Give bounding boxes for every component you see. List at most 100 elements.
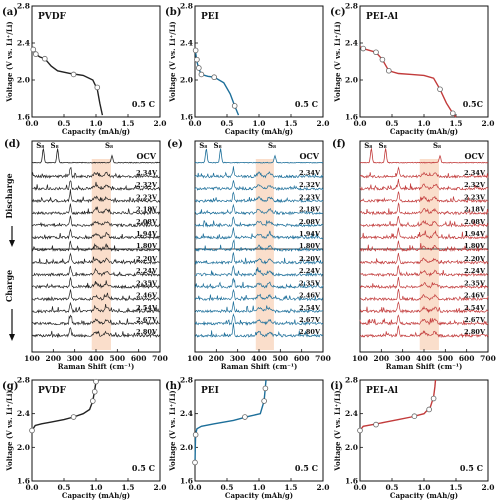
panel-label: (e) [167, 139, 183, 150]
x-tick-label: 2.0 [153, 483, 166, 492]
spectrum-charge [359, 252, 489, 265]
voltage-label-charge: 2.46V [136, 292, 158, 300]
panel-title: PEI [201, 12, 219, 22]
y-tick-label: 1.6 [180, 477, 193, 486]
x-axis-title: Capacity (mAh/g) [225, 127, 293, 136]
spectrum-discharge [359, 178, 489, 191]
curve-marker [231, 103, 238, 109]
x-axis-title: Raman Shift (cm⁻¹) [221, 362, 298, 371]
curve-marker [90, 398, 96, 404]
x-tick-label: 0.5 [57, 119, 70, 128]
voltage-label-charge: 2.24V [464, 267, 486, 275]
x-tick-label: 1.5 [284, 119, 297, 128]
x-tick-label: 0.5 [220, 483, 233, 492]
spectrum-charge [31, 276, 161, 290]
spectrum-discharge [31, 215, 161, 228]
curve-marker [198, 71, 205, 78]
curve-PVDF [31, 379, 98, 431]
spectrum-discharge [194, 203, 324, 216]
y-tick-label: 2.8 [17, 2, 30, 11]
spectrum-discharge [359, 215, 489, 228]
spectrum-discharge [31, 228, 161, 240]
y-tick-label: 1.6 [180, 113, 193, 122]
curve-marker [242, 414, 248, 420]
curve-marker [194, 56, 200, 63]
x-tick-label: 0.0 [188, 483, 201, 492]
x-tick-label: 600 [294, 354, 310, 363]
curve-marker [33, 51, 39, 57]
plot-frame [31, 5, 161, 118]
voltage-label-charge: 2.20V [464, 255, 486, 263]
panel-label: (c) [330, 7, 346, 18]
curve-marker [373, 49, 379, 56]
curve-marker [211, 74, 218, 81]
voltage-label-discharge: 2.08V [136, 218, 158, 226]
x-tick-label: 700 [480, 354, 496, 363]
curve-marker [29, 427, 35, 434]
spectrum-charge [31, 252, 161, 265]
x-tick-label: 1.0 [252, 483, 265, 492]
x-tick-label: 600 [131, 354, 147, 363]
curve-marker [94, 84, 101, 91]
voltage-label-discharge: 2.34V [136, 169, 158, 177]
y-tick-label: 2.8 [345, 2, 358, 11]
y-axis-title: Voltage (V vs. Li⁺/Li) [168, 390, 177, 471]
curve-marker [192, 431, 199, 438]
panel-title: PEI-Al [366, 386, 399, 396]
spectrum-discharge [359, 240, 489, 253]
curve-marker [426, 406, 432, 413]
y-axis-title: Voltage (V vs. Li⁺/Li) [168, 21, 177, 102]
voltage-label-discharge: 1.80V [299, 242, 321, 250]
voltage-label-charge: 2.35V [464, 279, 486, 287]
y-tick-label: 2.0 [180, 76, 193, 85]
x-axis-title: Raman Shift (cm⁻¹) [58, 362, 135, 371]
spectrum-charge [359, 276, 489, 290]
voltage-label-charge: 2.54V [136, 304, 158, 312]
voltage-label-discharge: 2.18V [299, 206, 321, 214]
x-tick-label: 0.5 [220, 119, 233, 128]
voltage-label-discharge: 1.80V [136, 242, 158, 250]
x-tick-label: 1.0 [417, 119, 430, 128]
rate-label: 0.5C [463, 99, 483, 109]
x-tick-label: 0.0 [25, 483, 38, 492]
spectrum-discharge [194, 227, 324, 240]
spectrum-discharge [31, 240, 161, 252]
spectrum-charge [31, 289, 161, 302]
x-tick-label: 200 [374, 354, 390, 363]
x-tick-label: 500 [110, 354, 126, 363]
voltage-label-charge: 2.67V [464, 316, 486, 324]
x-tick-label: 200 [209, 354, 225, 363]
rate-label: 0.5 C [460, 463, 483, 473]
peak-label-s8: S₈ [51, 141, 59, 150]
spectrum-charge [359, 325, 489, 339]
voltage-label-charge: 2.80V [299, 328, 321, 336]
spectrum-ocv [31, 147, 161, 164]
curve-marker [360, 45, 367, 52]
spectrum-discharge [359, 202, 489, 216]
voltage-label-charge: 2.80V [136, 328, 158, 336]
curve-marker [262, 385, 269, 392]
highlight-band [255, 159, 274, 350]
panel-f: OCV S₈ S₈ S₈ 2.34V 2.32V 2.23V 2.18V 2.08V 1.94V 1… [332, 139, 496, 371]
voltage-label-charge: 2.54V [464, 304, 486, 312]
y-tick-label: 2.8 [17, 376, 30, 385]
rate-label: 0.5 C [132, 99, 155, 109]
voltage-label-discharge: 2.34V [464, 169, 486, 177]
curve-marker [30, 46, 37, 53]
rate-label: 0.5 C [132, 463, 155, 473]
spectrum-discharge [194, 166, 324, 179]
spectrum-discharge [31, 203, 161, 216]
y-tick-label: 2.4 [17, 39, 30, 48]
plot-frame [359, 379, 489, 482]
voltage-label-discharge: 1.94V [136, 230, 158, 238]
voltage-label-discharge: 2.32V [299, 181, 321, 189]
panel-label: (b) [165, 7, 181, 18]
spectrum-charge [31, 265, 161, 277]
spectrum-charge [359, 314, 489, 326]
voltage-label-discharge: 2.08V [464, 218, 486, 226]
peak-label-s8: S₈ [199, 141, 207, 150]
x-tick-label: 2.0 [481, 119, 494, 128]
panel-label: (d) [4, 139, 20, 150]
highlight-band [91, 159, 111, 350]
